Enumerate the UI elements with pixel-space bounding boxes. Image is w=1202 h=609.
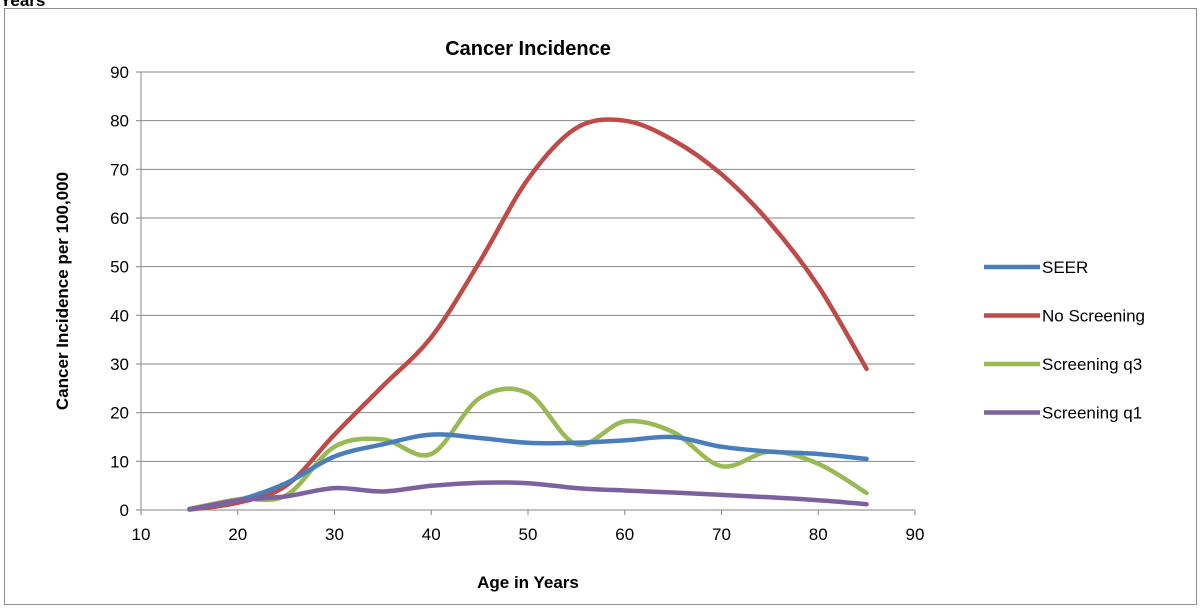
x-tick-label: 60 [615, 525, 634, 544]
series-line-screening-q1 [187, 480, 869, 512]
x-tick-label: 30 [325, 525, 344, 544]
x-tick-label: 70 [712, 525, 731, 544]
series-line-screening-q3 [187, 386, 869, 512]
y-tick-label: 80 [110, 112, 129, 131]
x-tick-label: 40 [422, 525, 441, 544]
x-tick-label: 50 [519, 525, 538, 544]
page-top-label: Years [0, 0, 46, 10]
chart-title: Cancer Incidence [445, 38, 611, 60]
y-tick-label: 50 [110, 258, 129, 277]
y-tick-label: 30 [110, 355, 129, 374]
y-tick-label: 10 [110, 452, 129, 471]
x-tick-label: 90 [906, 525, 925, 544]
series-lines [187, 117, 869, 512]
y-tick-label: 90 [110, 63, 129, 82]
x-tick-label: 20 [228, 525, 247, 544]
x-tick-label: 80 [809, 525, 828, 544]
legend-label-screening-q3: Screening q3 [1042, 355, 1142, 374]
x-tick-labels: 10 20 30 40 50 60 70 80 90 [132, 510, 925, 544]
y-axis-title: Cancer Incidence per 100,000 [53, 172, 72, 410]
x-axis-title: Age in Years [477, 573, 579, 592]
legend-label-seer: SEER [1042, 258, 1088, 277]
legend-label-no-screening: No Screening [1042, 307, 1145, 326]
legend: SEER No Screening Screening q3 Screening q1 [984, 258, 1145, 423]
x-tick-label: 10 [132, 525, 151, 544]
gridlines [141, 71, 915, 462]
series-line-no-screening [187, 117, 869, 512]
y-tick-labels: 0 10 20 30 40 50 60 70 80 90 [110, 63, 141, 520]
y-tick-label: 40 [110, 306, 129, 325]
series-line-seer [187, 432, 869, 512]
legend-label-screening-q1: Screening q1 [1042, 404, 1142, 423]
y-tick-label: 20 [110, 404, 129, 423]
y-tick-label: 0 [120, 501, 129, 520]
y-tick-label: 60 [110, 209, 129, 228]
y-tick-label: 70 [110, 160, 129, 179]
